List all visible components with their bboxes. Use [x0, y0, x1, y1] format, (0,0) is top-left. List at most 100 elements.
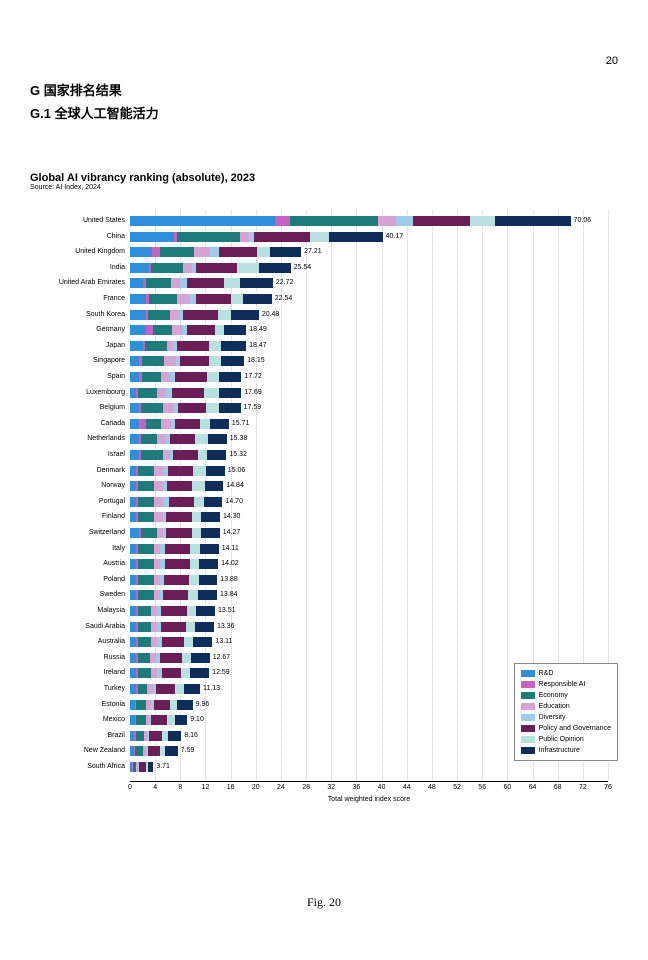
legend-item: R&D [521, 668, 611, 679]
bar-segment [196, 294, 231, 304]
bar-segment [138, 512, 154, 522]
bar-segment [219, 403, 241, 413]
bar-segment [161, 372, 170, 382]
bar-segment [257, 247, 270, 257]
x-tick-label: 36 [353, 781, 361, 791]
chart-row: Singapore18.15 [130, 355, 608, 367]
stacked-bar [130, 216, 571, 226]
bar-segment [378, 216, 396, 226]
bar-segment [215, 325, 224, 335]
country-label: Sweden [30, 589, 125, 601]
chart-row: Luxembourg17.69 [130, 387, 608, 399]
chart-row: Saudi Arabia13.36 [130, 621, 608, 633]
chart-row: United Kingdom27.21 [130, 246, 608, 258]
bar-segment [192, 512, 201, 522]
bar-segment [219, 372, 241, 382]
value-label: 14.30 [223, 511, 241, 523]
country-label: Ireland [30, 667, 125, 679]
value-label: 14.11 [222, 543, 239, 555]
bar-segment [154, 700, 170, 710]
bar-segment [138, 622, 151, 632]
bar-segment [149, 294, 177, 304]
bar-segment [195, 622, 214, 632]
bar-segment [130, 434, 139, 444]
value-label: 13.84 [220, 589, 238, 601]
legend-item: Diversity [521, 712, 611, 723]
legend-swatch [521, 670, 535, 677]
country-label: Russia [30, 652, 125, 664]
bar-segment [205, 481, 223, 491]
x-tick-label: 4 [153, 781, 157, 791]
value-label: 14.70 [225, 496, 243, 508]
bar-segment [161, 606, 186, 616]
value-label: 9.96 [196, 699, 210, 711]
bar-segment [231, 310, 259, 320]
bar-segment [163, 590, 188, 600]
stacked-bar [130, 512, 220, 522]
stacked-bar [130, 356, 244, 366]
value-label: 22.72 [276, 277, 294, 289]
bar-segment [171, 278, 180, 288]
chart-row: Sweden13.84 [130, 589, 608, 601]
stacked-bar [130, 372, 241, 382]
legend-label: Diversity [539, 712, 566, 723]
stacked-bar [130, 497, 222, 507]
bar-segment [130, 294, 146, 304]
bar-segment [224, 278, 240, 288]
value-label: 3.71 [156, 761, 170, 773]
country-label: Switzerland [30, 527, 125, 539]
stacked-bar [130, 731, 181, 741]
legend-label: Economy [539, 690, 568, 701]
chart-row: Japan18.47 [130, 340, 608, 352]
x-axis-title: Total weighted index score [130, 796, 608, 803]
stacked-bar [130, 590, 217, 600]
chart-row: Denmark15.06 [130, 465, 608, 477]
bar-segment [495, 216, 571, 226]
bar-segment [165, 559, 190, 569]
bar-segment [193, 637, 212, 647]
bar-segment [175, 419, 200, 429]
x-tick-label: 56 [478, 781, 486, 791]
bar-segment [254, 232, 311, 242]
value-label: 27.21 [304, 246, 322, 258]
bar-segment [152, 247, 160, 257]
bar-segment [164, 575, 189, 585]
bar-segment [142, 372, 161, 382]
country-label: China [30, 231, 125, 243]
bar-segment [142, 356, 164, 366]
country-label: United States [30, 215, 125, 227]
bar-segment [148, 746, 161, 756]
chart-row: Germany18.49 [130, 324, 608, 336]
bar-segment [184, 684, 200, 694]
value-label: 13.88 [220, 574, 238, 586]
bar-segment [138, 466, 154, 476]
legend-label: Infrastructure [539, 745, 580, 756]
chart-row: United States70.06 [130, 215, 608, 227]
stacked-bar [130, 481, 223, 491]
bar-segment [219, 247, 257, 257]
bar-segment [231, 294, 244, 304]
bar-segment [193, 466, 206, 476]
bar-segment [170, 310, 179, 320]
value-label: 8.16 [184, 730, 198, 742]
bar-segment [173, 450, 198, 460]
stacked-bar [130, 700, 193, 710]
value-label: 14.02 [221, 558, 239, 570]
bar-segment [163, 403, 172, 413]
x-tick-label: 24 [277, 781, 285, 791]
stacked-bar [130, 278, 273, 288]
value-label: 14.27 [223, 527, 241, 539]
legend-swatch [521, 736, 535, 743]
bar-segment [177, 700, 192, 710]
x-tick-label: 40 [378, 781, 386, 791]
bar-segment [199, 575, 218, 585]
bar-segment [175, 684, 184, 694]
bar-segment [329, 232, 382, 242]
legend-label: Policy and Governance [539, 723, 611, 734]
bar-segment [167, 481, 192, 491]
stacked-bar [130, 559, 218, 569]
country-label: India [30, 262, 125, 274]
bar-segment [188, 590, 197, 600]
bar-segment [270, 247, 302, 257]
bar-segment [162, 637, 184, 647]
